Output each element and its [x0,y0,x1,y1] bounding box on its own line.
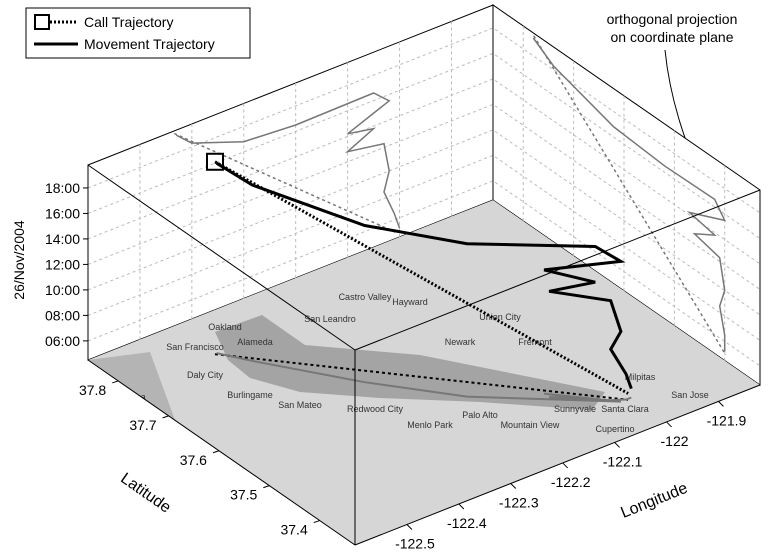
y-tick [263,486,269,488]
chart: orthogonal projection on coordinate plan… [0,0,776,554]
map-label: Oakland [208,322,242,332]
x-tick [667,422,672,427]
x-tick [718,401,723,406]
x-tick-label: -122 [661,433,689,449]
map-label: Alameda [237,337,273,347]
map-label: San Francisco [166,342,224,352]
legend: Call Trajectory Movement Trajectory [26,8,250,58]
map-label: Fremont [518,337,552,347]
map-label: Cupertino [595,424,634,434]
z-tick-label: 12:00 [45,256,80,272]
z-tick-label: 06:00 [45,333,80,349]
z-tick-label: 18:00 [45,180,80,196]
y-axis-label: Latitude [117,470,173,517]
map-label: Hayward [392,297,428,307]
map-label: Santa Clara [601,404,649,414]
z-tick-label: 14:00 [45,231,80,247]
y-tick-label: 37.6 [180,452,207,468]
map-label: San Leandro [304,314,356,324]
z-tick-label: 16:00 [45,205,80,221]
legend-label: Movement Trajectory [84,36,215,52]
x-tick [407,524,412,529]
map-label: Mountain View [501,420,560,430]
x-tick [615,442,620,447]
x-tick-label: -122.5 [395,535,435,551]
y-tick-label: 37.7 [129,417,156,433]
legend-label: Call Trajectory [84,14,173,30]
y-tick-label: 37.4 [280,522,307,538]
x-tick-label: -122.3 [499,494,539,510]
annotation: on coordinate plane [611,29,734,45]
x-tick-label: -122.1 [603,453,643,469]
y-tick [112,381,118,383]
map-label: Sunnyvale [554,404,596,414]
map-label: Castro Valley [339,292,392,302]
z-axis-label: 26/Nov/2004 [11,220,27,300]
y-tick-label: 37.5 [230,487,257,503]
x-tick-label: -121.9 [707,412,747,428]
x-tick [511,483,516,488]
map-label: San Mateo [278,400,322,410]
y-tick [213,451,219,453]
annotation: orthogonal projection [607,11,738,27]
map-label: Daly City [187,370,224,380]
z-tick-label: 10:00 [45,282,80,298]
y-tick [163,416,169,418]
x-tick-label: -122.4 [447,515,487,531]
map-label: Burlingame [227,390,273,400]
x-tick-label: -122.2 [551,474,591,490]
x-tick [563,463,568,468]
z-tick-label: 08:00 [45,307,80,323]
map-label: Union City [479,312,521,322]
y-tick-label: 37.8 [79,382,106,398]
map-label: Menlo Park [407,420,453,430]
map-label: Palo Alto [462,410,498,420]
map-label: Newark [445,337,476,347]
map-label: San Jose [671,390,709,400]
y-tick [314,521,320,523]
x-tick [459,504,464,509]
legend-marker [35,15,49,29]
x-axis-label: Longitude [619,480,691,522]
